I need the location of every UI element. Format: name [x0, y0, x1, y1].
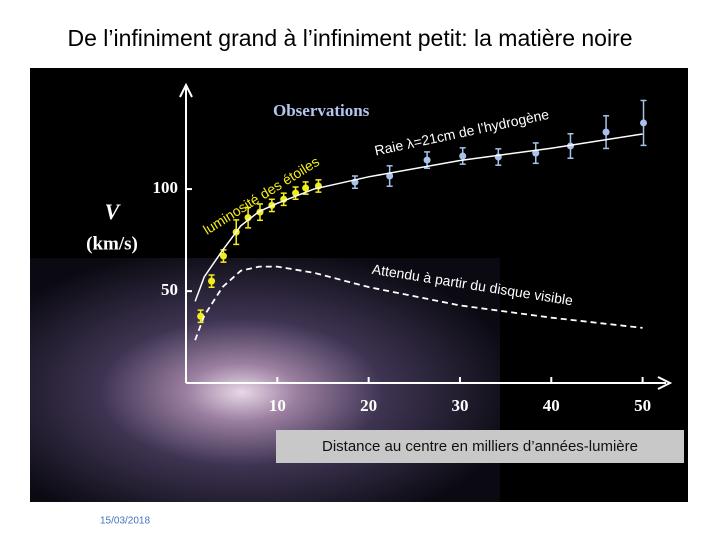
data-point: [640, 119, 648, 127]
xlabel-box: [276, 430, 684, 463]
x-tick-label: 50: [634, 396, 651, 415]
data-point: [197, 312, 205, 320]
y-axis-label: V: [105, 199, 122, 224]
expected-curve: [194, 265, 643, 341]
slide-date: 15/03/2018: [100, 516, 150, 527]
data-point: [208, 277, 216, 285]
data-point: [386, 172, 394, 180]
fit-curve: [194, 133, 643, 302]
data-point: [602, 128, 610, 136]
x-axis-arrow: [657, 376, 673, 390]
x-tick-label: 10: [269, 396, 286, 415]
chart-title: Observations: [273, 101, 370, 120]
data-point: [459, 152, 467, 160]
x-axis-label: Distance au centre en milliers d’années-…: [322, 438, 638, 455]
x-tick-label: 20: [360, 396, 377, 415]
y-axis-arrow: [179, 82, 193, 98]
y-axis-unit: (km/s): [86, 233, 138, 254]
data-point: [423, 156, 431, 164]
data-point: [219, 252, 227, 260]
slide-title: De l’infiniment grand à l’infiniment pet…: [67, 25, 632, 51]
x-tick-label: 40: [543, 396, 560, 415]
x-tick-label: 30: [451, 396, 468, 415]
data-point: [532, 149, 540, 157]
y-tick-label: 50: [161, 280, 178, 299]
y-tick-label: 100: [153, 178, 179, 197]
galaxy-image: [30, 258, 500, 502]
data-point: [302, 184, 310, 192]
